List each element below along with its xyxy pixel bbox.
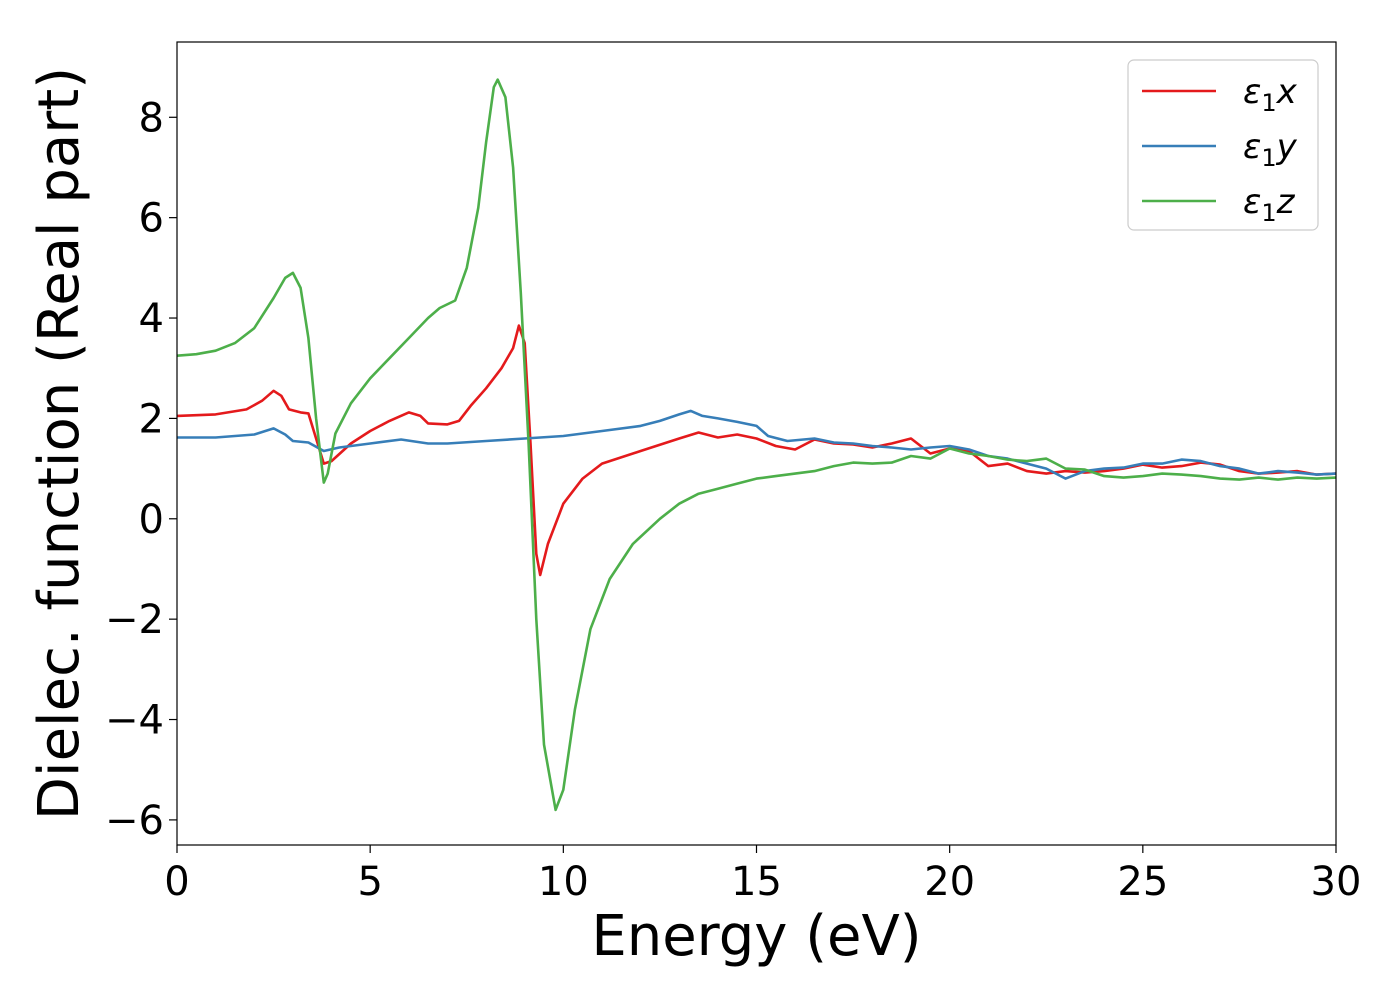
legend-label-z: ε1z — [1243, 182, 1296, 227]
x-tick-label: 10 — [538, 859, 589, 905]
y-tick-label: 0 — [139, 497, 164, 543]
y-tick-label: 4 — [139, 296, 164, 342]
x-tick-label: 15 — [731, 859, 782, 905]
x-tick-label: 25 — [1117, 859, 1168, 905]
x-tick-label: 30 — [1311, 859, 1362, 905]
series-line-y — [177, 409, 1337, 480]
legend-label-x: ε1x — [1243, 72, 1298, 117]
x-axis-label: Energy (eV) — [591, 904, 921, 969]
legend-box — [1127, 59, 1319, 231]
y-tick-label: 8 — [139, 95, 164, 141]
y-tick-label: −4 — [105, 698, 164, 744]
x-axis: 0 5 10 15 20 25 30 — [164, 845, 1361, 905]
y-tick-label: −2 — [105, 597, 164, 643]
legend: ε1x ε1y ε1z — [1127, 59, 1319, 231]
series-lines — [176, 78, 1337, 812]
series-line-z — [176, 78, 1337, 812]
legend-label-y: ε1y — [1243, 127, 1298, 172]
x-tick-label: 5 — [357, 859, 382, 905]
x-tick-label: 20 — [924, 859, 975, 905]
y-tick-label: −6 — [105, 798, 164, 844]
x-tick-label: 0 — [164, 859, 189, 905]
y-axis: −6 −4 −2 0 2 4 6 8 — [105, 95, 177, 844]
y-axis-label: Dielec. function (Real part) — [27, 67, 92, 820]
y-tick-label: 6 — [139, 196, 164, 242]
series-line-x — [176, 324, 1337, 577]
y-tick-label: 2 — [139, 396, 164, 442]
